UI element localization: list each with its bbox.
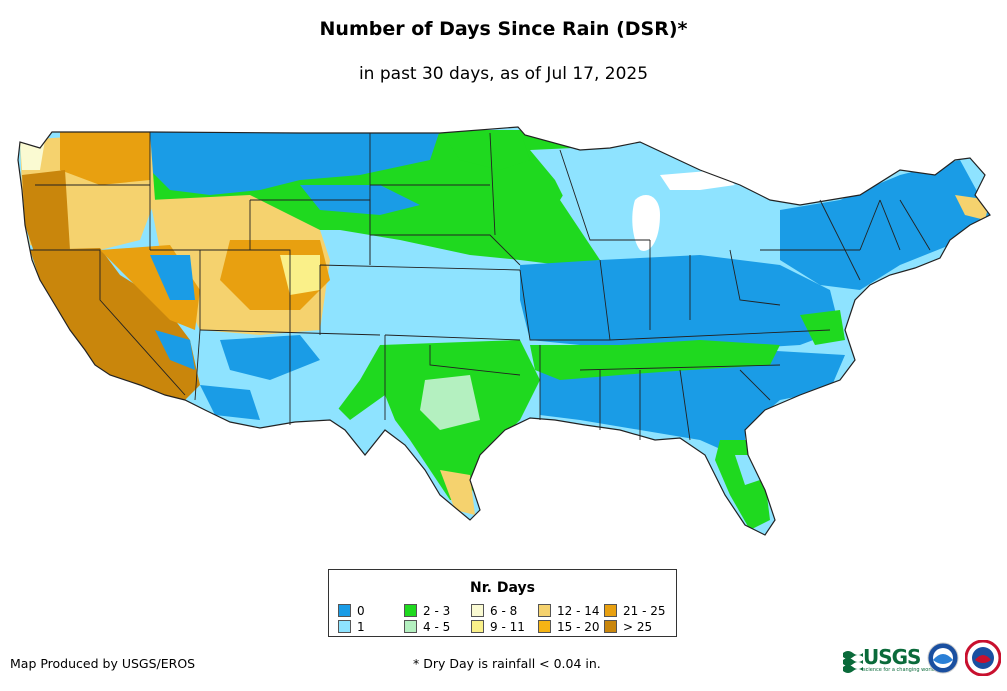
legend-item-8: 21 - 25 (604, 604, 666, 618)
legend-swatch (604, 604, 617, 617)
legend-label: 15 - 20 (557, 620, 600, 634)
noaa-logo-icon (927, 642, 959, 674)
legend-label: > 25 (623, 620, 653, 634)
legend-swatch (471, 604, 484, 617)
legend-swatch (338, 604, 351, 617)
usgs-wordmark: USGS (863, 645, 921, 669)
legend-item-7: 15 - 20 (538, 620, 600, 634)
legend-item-3: 4 - 5 (404, 620, 450, 634)
legend-item-1: 1 (338, 620, 365, 634)
legend-label: 21 - 25 (623, 604, 666, 618)
legend-title: Nr. Days (470, 580, 535, 596)
legend-label: 4 - 5 (423, 620, 451, 634)
agency-logos: USGS science for a changing world (843, 640, 1003, 680)
dsr-regions (18, 127, 990, 535)
legend-item-2: 2 - 3 (404, 604, 450, 618)
legend-item-4: 6 - 8 (471, 604, 517, 618)
legend-label: 2 - 3 (423, 604, 451, 618)
map-credit: Map Produced by USGS/EROS (10, 656, 196, 671)
legend-swatch (404, 620, 417, 633)
legend-swatch (471, 620, 484, 633)
dry-day-note: * Dry Day is rainfall < 0.04 in. (413, 656, 601, 671)
usgs-wave-icon (843, 651, 863, 673)
legend-label: 1 (357, 620, 365, 634)
us-dsr-map (17, 126, 991, 536)
legend: Nr. Days 0 1 2 - 3 4 - 5 6 - 8 9 - 11 12… (328, 569, 677, 637)
legend-swatch (338, 620, 351, 633)
legend-swatch (538, 604, 551, 617)
legend-swatch (404, 604, 417, 617)
usgs-tagline: science for a changing world (863, 667, 935, 673)
map-title: Number of Days Since Rain (DSR)* (319, 18, 688, 40)
state-boundaries (17, 126, 991, 536)
nws-logo-icon (965, 640, 1001, 676)
legend-label: 9 - 11 (490, 620, 525, 634)
legend-item-5: 9 - 11 (471, 620, 525, 634)
legend-label: 12 - 14 (557, 604, 600, 618)
legend-swatch (604, 620, 617, 633)
legend-item-0: 0 (338, 604, 365, 618)
legend-label: 6 - 8 (490, 604, 518, 618)
usgs-logo: USGS science for a changing world (843, 645, 935, 675)
legend-item-9: > 25 (604, 620, 652, 634)
legend-item-6: 12 - 14 (538, 604, 600, 618)
map-subtitle: in past 30 days, as of Jul 17, 2025 (358, 64, 649, 84)
legend-label: 0 (357, 604, 365, 618)
legend-swatch (538, 620, 551, 633)
